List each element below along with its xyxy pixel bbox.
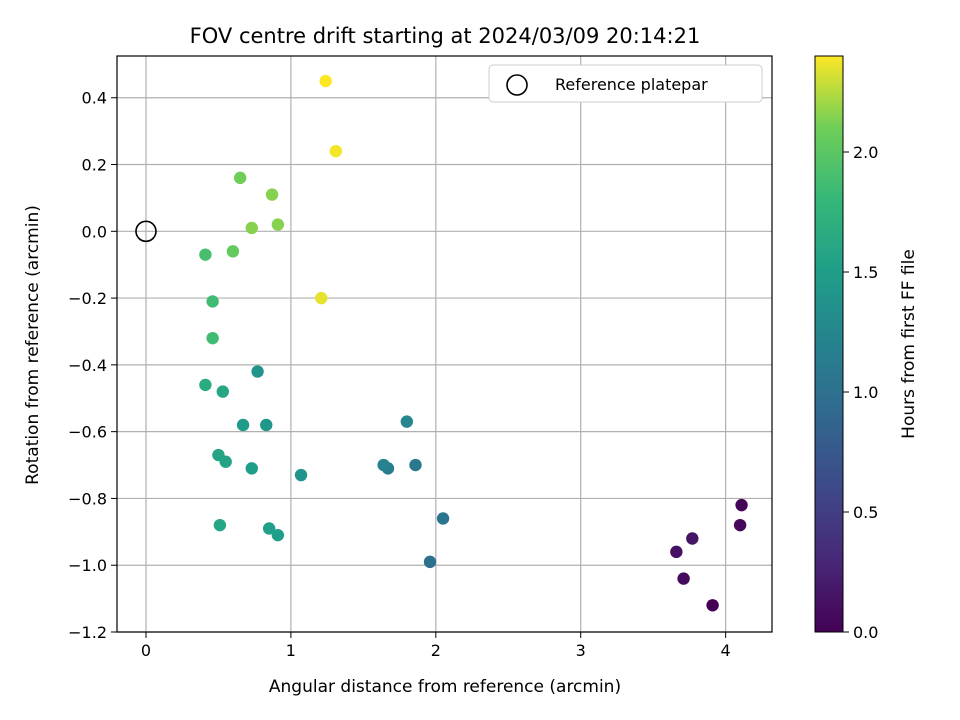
data-point xyxy=(409,458,422,472)
x-tick-label: 3 xyxy=(576,641,586,660)
colorbar-tick-label: 0.0 xyxy=(853,623,878,642)
colorbar-tick-label: 1.0 xyxy=(853,383,878,402)
data-point xyxy=(251,365,264,378)
data-point xyxy=(423,555,437,569)
x-tick-label: 0 xyxy=(141,641,151,660)
y-tick-label: 0.4 xyxy=(82,89,107,108)
colorbar-tick-label: 1.5 xyxy=(853,263,878,282)
data-point xyxy=(199,248,212,261)
data-point xyxy=(236,418,250,432)
y-axis-label: Rotation from reference (arcmin) xyxy=(23,205,43,485)
x-tick-label: 1 xyxy=(286,641,296,660)
data-point xyxy=(262,522,276,535)
data-point xyxy=(677,572,690,585)
y-tick-label: −0.6 xyxy=(68,423,107,442)
data-point xyxy=(199,378,212,392)
reference-platepar-marker xyxy=(135,220,157,243)
colorbar-label: Hours from first FF file xyxy=(899,249,919,439)
data-point xyxy=(319,74,332,88)
data-point xyxy=(260,418,273,432)
x-axis-label: Angular distance from reference (arcmin) xyxy=(269,677,621,697)
chart-title: FOV centre drift starting at 2024/03/09 … xyxy=(190,24,701,48)
x-tick-label: 4 xyxy=(721,641,731,660)
data-point xyxy=(245,221,258,235)
colorbar: 0.0 0.5 1.0 1.5 2.0 Hours from first FF file xyxy=(814,55,919,642)
y-tick-label: 0.0 xyxy=(82,222,107,241)
plot-frame xyxy=(116,55,773,633)
legend-entry-reference: Reference platepar xyxy=(555,75,708,94)
colorbar-ticks: 0.0 0.5 1.0 1.5 2.0 xyxy=(843,143,878,642)
data-point xyxy=(735,498,748,512)
data-point xyxy=(706,599,719,612)
data-point xyxy=(670,545,683,559)
legend: Reference platepar xyxy=(488,64,763,103)
colorbar-gradient xyxy=(814,55,844,633)
y-tick-label: −0.8 xyxy=(68,489,107,508)
data-point xyxy=(733,518,747,532)
data-point xyxy=(400,415,414,428)
y-tick-label: 0.2 xyxy=(82,156,107,175)
data-point xyxy=(206,331,219,345)
colorbar-tick-label: 0.5 xyxy=(853,503,878,522)
y-tick-label: −1.0 xyxy=(68,556,107,575)
y-tick-label: −0.2 xyxy=(68,289,107,308)
data-point xyxy=(206,295,219,308)
y-tick-label: −1.2 xyxy=(68,623,107,642)
data-point xyxy=(233,171,247,185)
data-point xyxy=(212,448,225,462)
data-point xyxy=(271,528,285,542)
colorbar-tick-label: 2.0 xyxy=(853,143,878,162)
data-point xyxy=(271,218,285,231)
y-tick-label: −0.4 xyxy=(68,356,107,375)
data-points xyxy=(199,74,748,612)
axis-ticks: 0 1 2 3 4 0.4 0.2 0.0 −0.2 −0.4 −0.6 −0.8 −1.0 −1.2 xyxy=(68,89,731,660)
data-point xyxy=(216,385,229,398)
data-point xyxy=(686,532,699,545)
data-point xyxy=(436,512,450,525)
data-point xyxy=(226,245,240,258)
data-point xyxy=(265,188,279,201)
data-point xyxy=(213,518,227,532)
legend-reference-icon xyxy=(506,74,528,96)
legend-box xyxy=(488,64,763,103)
data-point xyxy=(329,144,343,158)
data-point xyxy=(245,462,258,475)
grid-lines xyxy=(117,56,772,633)
data-point xyxy=(377,458,390,472)
data-point xyxy=(294,468,308,482)
data-point xyxy=(315,291,328,305)
x-tick-label: 2 xyxy=(431,641,441,660)
